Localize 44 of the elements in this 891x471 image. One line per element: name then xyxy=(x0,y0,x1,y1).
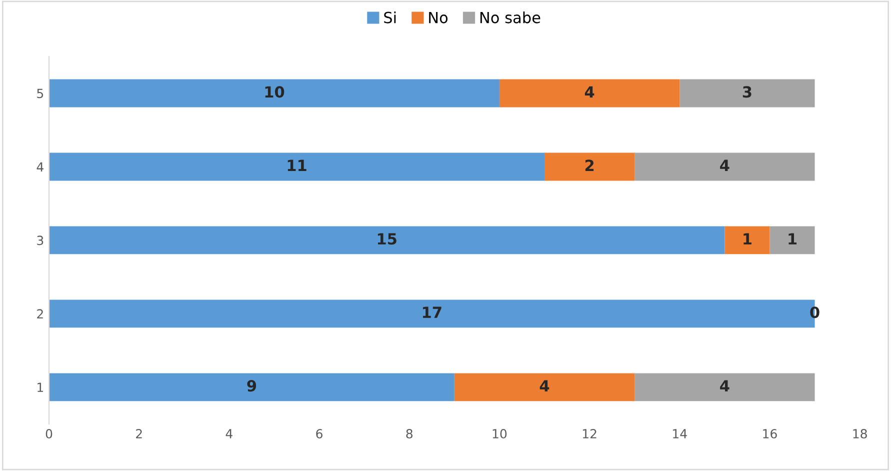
data-label: 2 xyxy=(585,160,594,171)
x-tick-label: 0 xyxy=(46,428,52,438)
x-tick-label: 2 xyxy=(136,428,142,438)
bar xyxy=(680,79,815,108)
data-label: 1 xyxy=(744,233,752,244)
legend-label: Si xyxy=(384,11,396,24)
bar xyxy=(634,373,815,402)
y-tick-label: 4 xyxy=(36,162,44,172)
bar xyxy=(454,373,635,402)
bar xyxy=(49,152,544,181)
y-tick-label: 5 xyxy=(37,88,44,98)
data-label: 15 xyxy=(378,233,396,245)
y-tick-label: 3 xyxy=(37,236,44,246)
data-label: 4 xyxy=(584,86,594,98)
bar xyxy=(634,152,815,181)
bar xyxy=(49,226,725,254)
bar xyxy=(499,79,680,108)
data-label: 3 xyxy=(742,86,752,98)
data-label: 0 xyxy=(810,306,820,318)
x-tick-label: 8 xyxy=(406,428,412,438)
legend-label: No xyxy=(429,12,448,24)
y-tick-label: 2 xyxy=(37,309,43,318)
y-tick-label: 1 xyxy=(38,382,43,392)
x-tick-label: 6 xyxy=(316,428,322,438)
data-label: 11 xyxy=(288,160,306,171)
data-label: 4 xyxy=(720,380,730,392)
data-label: 4 xyxy=(540,380,550,392)
bar xyxy=(724,226,770,254)
legend-label: No sabe xyxy=(480,11,540,24)
bar xyxy=(544,152,635,181)
x-tick-label: 16 xyxy=(763,428,777,438)
x-tick-label: 10 xyxy=(492,428,507,438)
x-tick-label: 12 xyxy=(582,428,596,438)
data-label: 9 xyxy=(247,380,256,392)
bar xyxy=(770,226,815,254)
bar xyxy=(49,79,500,108)
x-tick-label: 18 xyxy=(853,428,867,438)
data-label: 10 xyxy=(265,86,284,98)
data-label: 1 xyxy=(788,233,797,244)
bar xyxy=(49,373,454,402)
data-label: 4 xyxy=(720,160,730,171)
data-label: 17 xyxy=(422,306,442,318)
x-tick-label: 14 xyxy=(673,429,687,438)
x-tick-label: 4 xyxy=(226,429,232,438)
